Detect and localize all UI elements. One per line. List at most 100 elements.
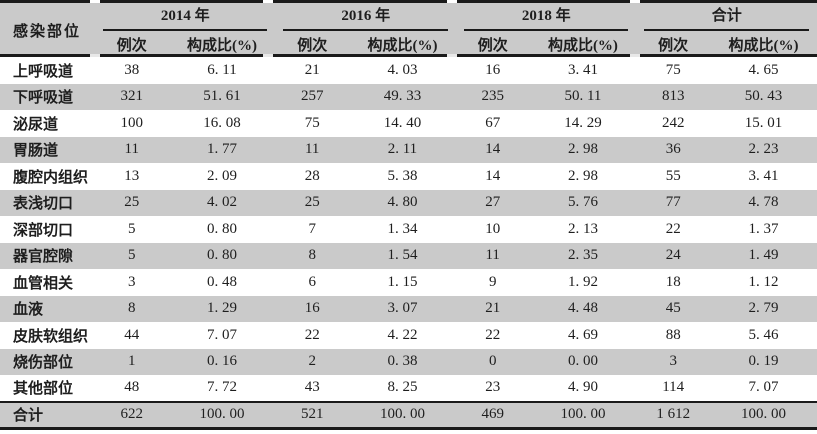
cell-value: 0. 80 <box>206 220 237 237</box>
col-header-cases-2014: 例次 <box>94 31 169 57</box>
cell-value: 2. 79 <box>748 300 779 317</box>
col-group-2016-label: 2016 年 <box>283 3 448 31</box>
cell-value: 28 <box>304 167 320 184</box>
cell-value: 242 <box>661 114 685 131</box>
row-label: 胃肠道 <box>13 143 59 160</box>
cell-value: 0. 19 <box>748 353 779 370</box>
cell-value: 11 <box>485 247 500 264</box>
cell-value: 4. 90 <box>567 379 598 396</box>
rule-gap <box>629 0 640 3</box>
table-row: 血液 8 1. 29 16 3. 07 21 4. 48 45 2. 79 <box>0 295 817 322</box>
cell-value: 36 <box>665 141 681 158</box>
table-row: 腹腔内组织 13 2. 09 28 5. 38 14 2. 98 55 3. 41 <box>0 163 817 190</box>
table-row: 表浅切口 25 4. 02 25 4. 80 27 5. 76 77 4. 78 <box>0 189 817 216</box>
table-body: 上呼吸道 38 6. 11 21 4. 03 16 3. 41 75 4. 65 下呼吸道 321 5… <box>0 57 817 402</box>
cell-value: 1 <box>127 353 136 370</box>
cell-value: 7 <box>308 220 316 237</box>
row-label: 腹腔内组织 <box>13 169 89 186</box>
table-row: 皮肤软组织 44 7. 07 22 4. 22 22 4. 69 88 5. 46 <box>0 322 817 349</box>
rule-gap <box>446 0 457 3</box>
row-label: 血管相关 <box>13 275 74 292</box>
col-group-2018-label: 2018 年 <box>463 3 629 31</box>
cell-value: 67 <box>485 114 501 131</box>
cell-value: 100. 00 <box>529 400 637 430</box>
cell-value: 3 <box>127 273 136 290</box>
col-header-cases-2018: 例次 <box>455 31 530 57</box>
cell-value: 44 <box>124 326 140 343</box>
row-label: 上呼吸道 <box>13 63 74 80</box>
col-group-2014: 2014 年 <box>94 3 276 31</box>
cell-value: 1. 12 <box>748 273 779 290</box>
cell-value: 14. 29 <box>564 114 602 131</box>
cell-value: 16 <box>485 61 501 78</box>
table-row: 其他部位 48 7. 72 43 8. 25 23 4. 90 114 7. 07 <box>0 375 817 402</box>
cell-value: 8 <box>308 247 316 264</box>
cell-value: 50. 11 <box>564 88 602 105</box>
cell-value: 75 <box>665 61 681 78</box>
cell-value: 16. 08 <box>203 114 241 131</box>
cell-value: 100 <box>120 114 143 131</box>
cell-value: 7. 07 <box>206 326 237 343</box>
cell-value: 55 <box>665 167 681 184</box>
cell-value: 50. 43 <box>744 88 783 105</box>
cell-value: 2. 11 <box>387 141 418 158</box>
row-label: 下呼吸道 <box>13 90 74 107</box>
cell-value: 1. 15 <box>387 273 418 290</box>
col-group-2018: 2018 年 <box>455 3 637 31</box>
rule-gap <box>262 54 273 57</box>
cell-value: 27 <box>485 194 501 211</box>
rule-gap <box>446 54 457 57</box>
cell-value: 49. 33 <box>383 88 422 105</box>
col-header-pct-total: 构成比(%) <box>709 31 817 57</box>
row-label: 深部切口 <box>13 222 74 239</box>
cell-value: 51. 61 <box>203 88 241 105</box>
cell-value: 8 <box>127 300 136 317</box>
cell-value: 5. 46 <box>748 326 779 343</box>
cell-value: 21 <box>304 61 320 78</box>
cell-value: 14. 40 <box>383 114 422 131</box>
cell-value: 7. 07 <box>748 379 779 396</box>
cell-value: 0. 16 <box>206 353 237 370</box>
col-group-total-label: 合计 <box>644 3 809 31</box>
cell-value: 521 <box>275 400 349 430</box>
row-label: 皮肤软组织 <box>13 328 89 345</box>
table-row: 器官腔隙 5 0. 80 8 1. 54 11 2. 35 24 1. 49 <box>0 242 817 269</box>
table-row: 胃肠道 11 1. 77 11 2. 11 14 2. 98 36 2. 23 <box>0 136 817 163</box>
cell-value: 13 <box>124 167 140 184</box>
cell-value: 4. 22 <box>387 326 418 343</box>
cell-value: 257 <box>300 88 324 105</box>
row-label: 烧伤部位 <box>13 355 74 372</box>
cell-value: 75 <box>304 114 320 131</box>
cell-value: 22 <box>485 326 501 343</box>
cell-value: 22 <box>665 220 681 237</box>
cell-value: 6 <box>308 273 316 290</box>
cell-value: 0. 80 <box>206 247 237 264</box>
table-top-rule <box>0 0 817 3</box>
header-group-row: 感染部位 2014 年 2016 年 2018 年 合计 <box>0 3 817 57</box>
cell-value: 25 <box>304 194 320 211</box>
col-group-total: 合计 <box>636 3 817 31</box>
cell-value: 5 <box>127 247 136 264</box>
cell-value: 43 <box>304 379 320 396</box>
cell-value: 5 <box>127 220 136 237</box>
cell-value: 4. 78 <box>748 194 779 211</box>
cell-value: 0 <box>488 353 497 370</box>
total-row-label: 合计 <box>0 400 95 430</box>
cell-value: 2. 23 <box>748 141 779 158</box>
cell-value: 9 <box>488 273 497 290</box>
cell-value: 4. 48 <box>567 300 598 317</box>
header-bottom-rule <box>0 54 817 57</box>
cell-value: 23 <box>485 379 501 396</box>
cell-value: 2 <box>308 353 316 370</box>
rule-gap <box>90 0 101 3</box>
col-header-cases-2016: 例次 <box>275 31 349 57</box>
cell-value: 15. 01 <box>744 114 783 131</box>
cell-value: 1. 49 <box>748 247 779 264</box>
cell-value: 235 <box>481 88 504 105</box>
col-header-pct-2014: 构成比(%) <box>168 31 276 57</box>
cell-value: 24 <box>665 247 681 264</box>
cell-value: 77 <box>665 194 681 211</box>
col-group-2014-label: 2014 年 <box>102 3 268 31</box>
cell-value: 3. 41 <box>567 61 598 78</box>
cell-value: 2. 98 <box>567 141 598 158</box>
